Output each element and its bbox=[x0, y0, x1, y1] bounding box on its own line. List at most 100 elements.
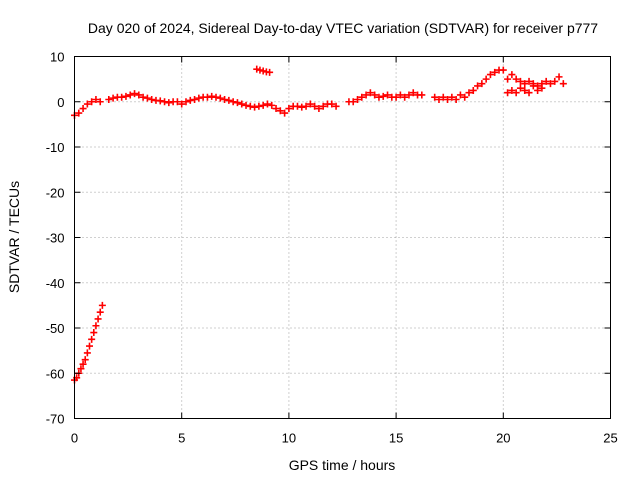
data-point bbox=[225, 96, 233, 104]
data-point bbox=[259, 101, 267, 109]
data-point bbox=[161, 98, 169, 106]
data-point bbox=[302, 102, 310, 110]
data-point bbox=[521, 86, 529, 94]
series-4 bbox=[71, 301, 106, 384]
data-point bbox=[508, 71, 516, 79]
data-point bbox=[384, 91, 392, 99]
data-point bbox=[409, 89, 417, 97]
data-point bbox=[452, 95, 460, 103]
data-point bbox=[126, 91, 134, 99]
data-point bbox=[255, 102, 263, 110]
data-point bbox=[148, 95, 156, 103]
data-point bbox=[79, 105, 87, 113]
data-point bbox=[482, 75, 490, 83]
data-point bbox=[165, 99, 173, 107]
data-point bbox=[186, 96, 194, 104]
data-point bbox=[319, 102, 327, 110]
data-point bbox=[156, 97, 164, 105]
data-point bbox=[375, 93, 383, 101]
data-point bbox=[96, 308, 104, 316]
data-point bbox=[379, 92, 387, 100]
data-point bbox=[191, 95, 199, 103]
data-point bbox=[559, 80, 567, 88]
series-3 bbox=[253, 65, 274, 76]
data-point bbox=[525, 77, 533, 85]
data-point bbox=[444, 95, 452, 103]
data-point bbox=[435, 95, 443, 103]
data-points bbox=[71, 65, 567, 384]
data-point bbox=[461, 93, 469, 101]
data-point bbox=[281, 109, 289, 117]
data-point bbox=[90, 329, 98, 337]
y-tick-label: -10 bbox=[46, 140, 65, 155]
data-point bbox=[474, 82, 482, 90]
data-point bbox=[242, 101, 250, 109]
grid-lines bbox=[74, 56, 611, 419]
data-point bbox=[216, 94, 224, 102]
data-point bbox=[486, 71, 494, 79]
data-point bbox=[251, 103, 259, 111]
data-point bbox=[285, 105, 293, 113]
data-point bbox=[105, 95, 113, 103]
data-point bbox=[135, 91, 143, 99]
data-point bbox=[392, 93, 400, 101]
data-point bbox=[448, 93, 456, 101]
series-1 bbox=[71, 66, 567, 119]
data-point bbox=[256, 66, 264, 74]
data-point bbox=[253, 65, 261, 73]
data-point bbox=[293, 102, 301, 110]
data-point bbox=[366, 89, 374, 97]
y-tick-label: -70 bbox=[46, 412, 65, 427]
data-point bbox=[229, 98, 237, 106]
data-point bbox=[238, 100, 246, 108]
y-tick-label: 0 bbox=[57, 95, 64, 110]
x-tick-label: 0 bbox=[71, 431, 78, 446]
y-axis-label: SDTVAR / TECUs bbox=[6, 181, 22, 293]
data-point bbox=[86, 342, 94, 350]
data-point bbox=[83, 100, 91, 108]
data-point bbox=[173, 98, 181, 106]
data-point bbox=[555, 73, 563, 81]
data-point bbox=[195, 94, 203, 102]
data-point bbox=[203, 93, 211, 101]
x-tick-label: 20 bbox=[496, 431, 510, 446]
data-point bbox=[83, 349, 91, 357]
data-point bbox=[529, 82, 537, 90]
y-axis-tick-labels: -70 -60 -50 -40 -30 -20 -10 0 10 bbox=[46, 50, 65, 427]
axis-ticks bbox=[74, 56, 611, 419]
y-tick-label: 10 bbox=[50, 50, 64, 65]
data-point bbox=[401, 93, 409, 101]
x-tick-label: 15 bbox=[389, 431, 403, 446]
chart-title: Day 020 of 2024, Sidereal Day-to-day VTE… bbox=[88, 20, 598, 36]
data-point bbox=[525, 89, 533, 97]
data-point bbox=[109, 94, 117, 102]
y-tick-label: -20 bbox=[46, 185, 65, 200]
data-point bbox=[118, 93, 126, 101]
data-point bbox=[79, 360, 87, 368]
x-axis-tick-labels: 0 5 10 15 20 25 bbox=[71, 431, 618, 446]
data-point bbox=[504, 89, 512, 97]
data-point bbox=[131, 90, 139, 98]
data-point bbox=[88, 335, 96, 343]
y-tick-label: -50 bbox=[46, 321, 65, 336]
data-point bbox=[139, 93, 147, 101]
y-tick-label: -60 bbox=[46, 366, 65, 381]
data-point bbox=[246, 102, 254, 110]
data-point bbox=[551, 77, 559, 85]
data-point bbox=[75, 109, 83, 117]
x-axis-label: GPS time / hours bbox=[289, 457, 396, 473]
data-point bbox=[212, 93, 220, 101]
data-point bbox=[512, 75, 520, 83]
data-point bbox=[266, 68, 274, 76]
data-point bbox=[259, 67, 267, 75]
data-point bbox=[358, 93, 366, 101]
data-point bbox=[362, 91, 370, 99]
data-point bbox=[534, 86, 542, 94]
data-point bbox=[431, 93, 439, 101]
data-point bbox=[122, 92, 130, 100]
data-point bbox=[349, 98, 357, 106]
data-point bbox=[92, 322, 100, 330]
data-point bbox=[418, 91, 426, 99]
data-point bbox=[504, 75, 512, 83]
